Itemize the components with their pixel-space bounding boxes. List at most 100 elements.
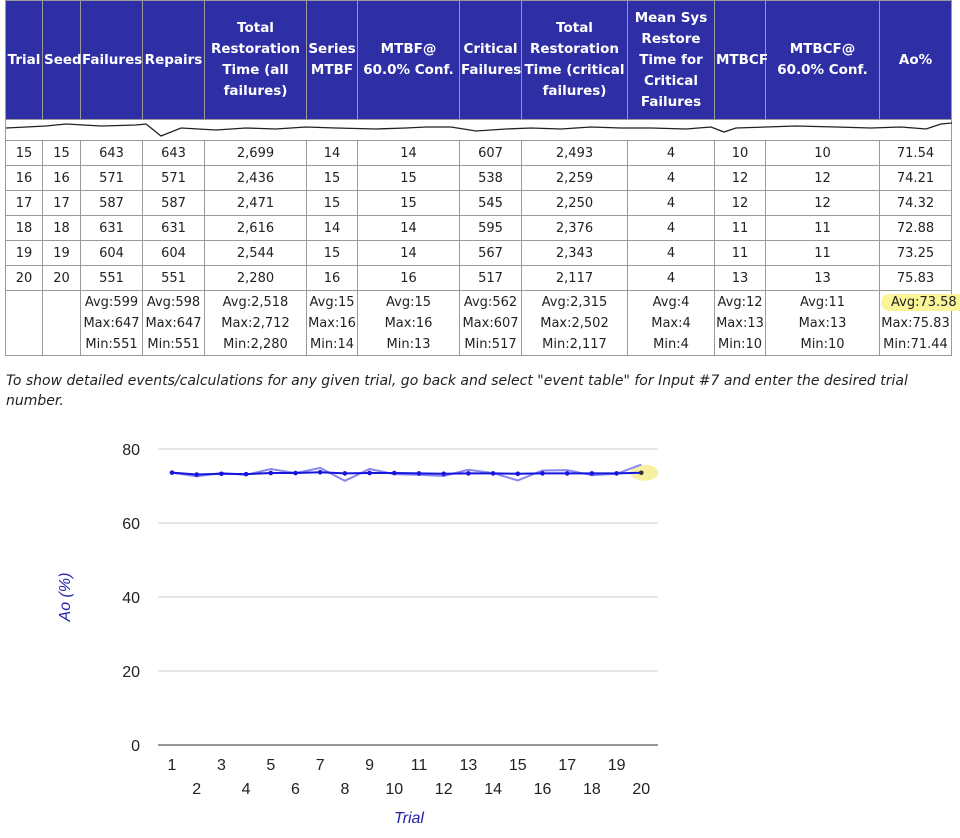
table-cell: 587: [80, 190, 143, 216]
table-cell: 643: [80, 140, 143, 166]
summary-avg: Avg:598: [146, 294, 201, 310]
header-seed: Seed: [42, 0, 82, 120]
series-point: [564, 471, 570, 476]
table-cell: 19: [42, 240, 81, 266]
header-mtbcf: MTBCF: [714, 0, 768, 120]
summary-cell: Avg:598 Max:647 Min:551: [142, 290, 205, 356]
table-cell: 15: [42, 140, 81, 166]
table-cell: 74.21: [879, 165, 952, 191]
series-point: [194, 472, 199, 477]
table-cell: 4: [627, 215, 715, 241]
table-cell: 73.25: [879, 240, 952, 266]
x-tick-label: 13: [460, 757, 478, 774]
table-cell: 10: [714, 140, 766, 166]
series-line-avg-ao: [171, 471, 642, 476]
table-cell: 538: [459, 165, 522, 191]
summary-min: Min:13: [386, 336, 431, 352]
summary-cell: Avg:15 Max:16 Min:13: [357, 290, 460, 356]
table-cell: 2,117: [521, 265, 628, 291]
header-trial: Trial: [5, 0, 43, 120]
table-cell: 72.88: [879, 215, 952, 241]
table-cell: 631: [80, 215, 143, 241]
x-tick-label: 3: [217, 757, 226, 774]
table-cell: 551: [142, 265, 205, 291]
table-cell: 545: [459, 190, 522, 216]
table-cell: 2,343: [521, 240, 628, 266]
summary-cell: [42, 290, 81, 356]
series-point: [293, 470, 298, 476]
summary-avg: Avg:12: [717, 294, 763, 310]
summary-min: Min:2,117: [542, 336, 607, 352]
summary-min: Min:10: [800, 336, 845, 352]
table-cell: 14: [357, 215, 460, 241]
x-tick-label: 16: [534, 781, 552, 798]
header-mtbf-conf: MTBF@ 60.0% Conf.: [357, 0, 460, 120]
y-tick-label: 40: [122, 590, 140, 607]
table-cell: 10: [765, 140, 880, 166]
results-table: Trial Seed Failures Repairs Total Restor…: [5, 0, 960, 356]
x-tick-label: 7: [316, 757, 325, 774]
table-cell: 12: [765, 190, 880, 216]
x-tick-label: 6: [291, 781, 300, 798]
series-point: [392, 470, 397, 476]
y-tick-label: 80: [122, 442, 140, 459]
summary-avg: Avg:15: [309, 294, 355, 310]
summary-max: Max:2,712: [221, 315, 290, 331]
table-cell: 15: [357, 165, 460, 191]
table-cell: 4: [627, 165, 715, 191]
table-cell: 551: [80, 265, 143, 291]
summary-max: Max:647: [145, 315, 202, 331]
y-tick-label: 0: [131, 738, 140, 755]
table-cell: 2,493: [521, 140, 628, 166]
series-point: [490, 471, 496, 476]
table-cell: 571: [142, 165, 205, 191]
series-point: [466, 471, 471, 476]
table-cell: 2,250: [521, 190, 628, 216]
summary-cell: [5, 290, 43, 356]
table-cell: 17: [5, 190, 43, 216]
header-total-restoration-all: Total Restoration Time (all failures): [204, 0, 307, 120]
table-cell: 75.83: [879, 265, 952, 291]
table-row: 17 17 587 587 2,471 15 15 545 2,250 4 12 12 74.32: [5, 190, 952, 216]
summary-avg: Avg:15: [386, 294, 431, 310]
summary-avg: Avg:599: [84, 294, 139, 310]
event-table-note: To show detailed events/calculations for…: [6, 373, 908, 409]
table-cell: 18: [42, 215, 81, 241]
summary-row: Avg:599 Max:647 Min:551 Avg:598 Max:647 Min:5…: [5, 290, 960, 356]
table-row: 20 20 551 551 2,280 16 16 517 2,117 4 13 13 75.83: [5, 265, 952, 291]
table-cell: 517: [459, 265, 522, 291]
table-cell: 2,699: [204, 140, 307, 166]
table-cell: 15: [357, 190, 460, 216]
table-cell: 587: [142, 190, 205, 216]
x-tick-label: 8: [340, 781, 349, 798]
table-cell: 15: [306, 165, 358, 191]
series-point: [540, 471, 545, 476]
table-cell: 17: [42, 190, 81, 216]
series-point: [639, 470, 644, 476]
table-cell: 74.32: [879, 190, 952, 216]
table-cell: 2,544: [204, 240, 307, 266]
series-point: [342, 471, 348, 476]
table-cell: 14: [306, 140, 358, 166]
table-cell: 631: [142, 215, 205, 241]
table-cell: 2,616: [204, 215, 307, 241]
summary-max: Max:13: [716, 315, 764, 331]
summary-max: Max:16: [384, 315, 433, 331]
table-cell: 16: [357, 265, 460, 291]
series-point: [169, 470, 175, 475]
summary-avg: Avg:11: [800, 294, 845, 310]
table-cell: 14: [357, 240, 460, 266]
summary-max: Max:647: [83, 315, 140, 331]
summary-cell: Avg:599 Max:647 Min:551: [80, 290, 143, 356]
summary-min: Min:4: [653, 336, 689, 352]
table-cell: 2,259: [521, 165, 628, 191]
table-cell: 12: [714, 165, 766, 191]
series-point: [416, 471, 422, 476]
table-cell: 20: [42, 265, 81, 291]
table-cell: 11: [714, 240, 766, 266]
table-cell: 12: [765, 165, 880, 191]
torn-edge: [5, 119, 952, 141]
table-cell: 14: [357, 140, 460, 166]
x-tick-label: 20: [632, 781, 650, 798]
summary-min: Min:2,280: [223, 336, 288, 352]
